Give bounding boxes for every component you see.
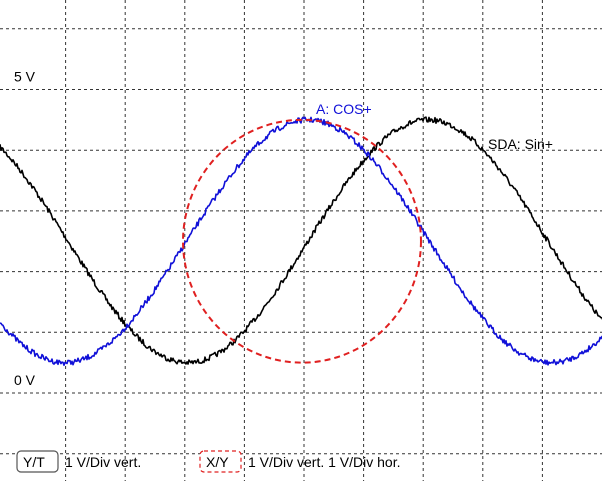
level-label: 5 V (14, 69, 36, 85)
mode-legend: Y/T 1 V/Div vert. X/Y 1 V/Div vert. 1 V/Div… (16, 450, 401, 473)
mode-yt: Y/T 1 V/Div vert. (16, 450, 141, 473)
mode-xy: X/Y 1 V/Div vert. 1 V/Div hor. (199, 450, 401, 473)
yt-box-label: Y/T (23, 454, 45, 470)
xy-circle-trace (182, 118, 422, 364)
yt-box (16, 450, 59, 473)
a-cos-trace (0, 116, 602, 367)
sda-sin-label: SDA: Sin+ (488, 136, 553, 152)
trace-labels: SDA: Sin+ A: COS+ (316, 101, 553, 152)
a-cos-label: A: COS+ (316, 101, 372, 117)
traces (0, 116, 602, 367)
voltage-level-labels: 5 V 0 V (14, 69, 36, 389)
xy-box-label: X/Y (206, 454, 229, 470)
yt-scale-text: 1 V/Div vert. (65, 454, 141, 470)
level-label: 0 V (14, 372, 36, 388)
xy-box (199, 450, 242, 473)
xy-scale-text: 1 V/Div vert. 1 V/Div hor. (248, 454, 401, 470)
sda-sin-trace (0, 116, 602, 365)
